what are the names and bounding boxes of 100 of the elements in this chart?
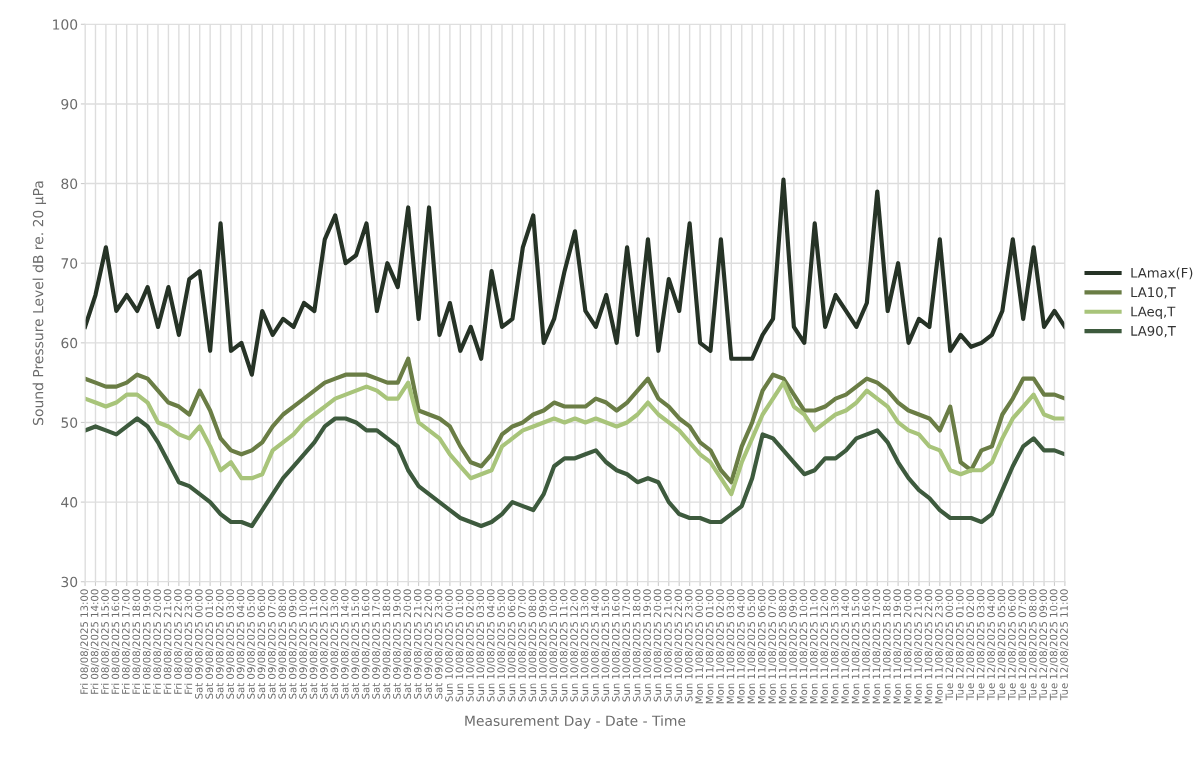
x-tick-label: Sun 10/08/2025 04:00 [486,589,496,702]
legend-label: LAmax(F) [1131,267,1193,280]
x-tick-label: Mon 11/08/2025 06:00 [757,589,767,704]
x-tick-label: Sat 09/08/2025 08:00 [278,589,287,699]
x-tick-label: Mon 11/08/2025 03:00 [726,589,736,704]
x-tick-label: Mon 11/08/2025 21:00 [914,589,923,704]
x-tick-label: Fri 08/08/2025 22:00 [173,589,183,694]
x-tick-label: Mon 11/08/2025 04:00 [737,589,746,704]
x-tick-label: Tue 12/08/2025 05:00 [997,589,1007,701]
y-axis-title: Sound Pressure Level dB re. 20 µPa [32,181,47,425]
x-tick-label: Sat 09/08/2025 07:00 [267,589,277,699]
x-tick-label: Sat 09/08/2025 03:00 [226,589,235,699]
x-tick-label: Sun 10/08/2025 23:00 [684,589,694,702]
x-tick-label: Tue 12/08/2025 11:00 [1060,589,1069,701]
x-tick-label: Sun 10/08/2025 02:00 [466,589,475,702]
x-tick-label: Sat 09/08/2025 18:00 [382,589,392,699]
line-series [85,416,1065,529]
x-tick-label: Mon 11/08/2025 01:00 [705,589,715,704]
line-series [85,356,1065,485]
x-tick-label: Sat 09/08/2025 14:00 [340,589,350,699]
x-tick-label: Sun 10/08/2025 03:00 [476,589,485,702]
x-tick-label: Sun 10/08/2025 08:00 [528,589,538,702]
x-tick-label: Sun 10/08/2025 07:00 [518,589,527,702]
x-tick-label: Sun 10/08/2025 14:00 [591,589,600,702]
x-tick-label: Sat 09/08/2025 16:00 [361,589,371,699]
x-tick-label: Sun 10/08/2025 10:00 [549,589,558,702]
x-tick-label: Sat 09/08/2025 17:00 [372,589,381,699]
y-tick-label: 30 [61,576,78,588]
x-tick-label: Mon 11/08/2025 15:00 [851,589,861,704]
x-tick-label: Sat 09/08/2025 21:00 [413,589,423,699]
x-tick-label: Mon 11/08/2025 09:00 [789,589,798,704]
x-tick-label: Sat 09/08/2025 06:00 [257,589,266,699]
x-tick-label: Sat 09/08/2025 22:00 [424,589,433,699]
x-tick-label: Sun 10/08/2025 18:00 [632,589,642,702]
x-tick-label: Tue 12/08/2025 04:00 [987,589,996,701]
x-tick-label: Fri 08/08/2025 13:00 [80,589,89,694]
x-tick-label: Sat 09/08/2025 11:00 [309,589,319,699]
x-tick-label: Mon 11/08/2025 14:00 [841,589,850,704]
x-tick-label: Sun 10/08/2025 05:00 [497,589,506,702]
x-tick-label: Fri 08/08/2025 18:00 [132,589,141,694]
x-tick-label: Sun 10/08/2025 06:00 [507,589,517,702]
x-tick-label: Fri 08/08/2025 23:00 [184,589,194,694]
x-tick-label: Sat 09/08/2025 00:00 [194,589,204,699]
x-tick-label: Tue 12/08/2025 01:00 [955,589,965,701]
x-tick-label: Mon 11/08/2025 19:00 [893,589,902,704]
x-tick-label: Sat 09/08/2025 20:00 [403,589,412,699]
y-tick-label: 100 [53,19,78,30]
x-tick-label: Mon 11/08/2025 07:00 [768,589,777,704]
x-tick-label: Fri 08/08/2025 19:00 [142,589,152,694]
x-tick-label: Fri 08/08/2025 17:00 [121,589,131,694]
x-tick-label: Tue 12/08/2025 06:00 [1008,589,1017,701]
y-tick-label: 40 [61,497,78,508]
x-tick-label: Fri 08/08/2025 21:00 [163,589,173,694]
x-axis-title: Measurement Day - Date - Time [465,715,686,729]
x-tick-label: Sun 10/08/2025 12:00 [570,589,579,702]
x-tick-label: Sat 09/08/2025 05:00 [247,589,256,699]
x-tick-label: Mon 11/08/2025 11:00 [810,589,819,704]
legend-label: LA90,T [1131,325,1176,338]
x-tick-label: Sat 09/08/2025 04:00 [236,589,246,699]
x-tick-label: Mon 11/08/2025 00:00 [695,589,704,704]
x-tick-label: Tue 12/08/2025 09:00 [1039,589,1048,701]
x-tick-label: Sat 09/08/2025 09:00 [288,589,298,699]
x-tick-label: Mon 11/08/2025 05:00 [747,589,756,704]
x-tick-label: Sun 10/08/2025 09:00 [538,589,548,702]
x-tick-label: Sun 10/08/2025 16:00 [611,589,621,702]
x-tick-label: Mon 11/08/2025 12:00 [820,589,829,704]
x-tick-label: Fri 08/08/2025 16:00 [111,589,121,694]
x-tick-label: Sun 10/08/2025 01:00 [455,589,465,702]
x-tick-label: Tue 12/08/2025 10:00 [1049,589,1059,701]
line-series [85,380,1065,497]
x-tick-label: Sat 09/08/2025 13:00 [330,589,339,699]
legend-label: LAeq,T [1131,306,1176,320]
x-tick-label: Tue 12/08/2025 00:00 [945,589,954,701]
x-tick-label: Mon 11/08/2025 10:00 [799,589,809,704]
x-tick-label: Sat 09/08/2025 10:00 [299,589,308,699]
x-tick-label: Tue 12/08/2025 03:00 [976,589,986,701]
x-tick-label: Sun 10/08/2025 19:00 [643,589,652,702]
y-tick-label: 60 [61,337,78,349]
x-tick-label: Tue 12/08/2025 07:00 [1018,589,1027,701]
legend-label: LA10,T [1131,287,1176,299]
x-tick-label: Sun 10/08/2025 15:00 [601,589,610,702]
x-tick-label: Tue 12/08/2025 08:00 [1028,589,1038,701]
x-tick-label: Mon 11/08/2025 22:00 [924,589,934,704]
x-tick-label: Mon 11/08/2025 13:00 [830,589,840,704]
x-tick-label: Fri 08/08/2025 15:00 [100,589,110,694]
x-tick-label: Sat 09/08/2025 19:00 [393,589,402,699]
y-tick-label: 90 [61,98,78,110]
x-tick-label: Mon 11/08/2025 08:00 [778,589,788,704]
x-tick-label: Sun 10/08/2025 22:00 [674,589,683,702]
x-tick-label: Sun 10/08/2025 20:00 [653,589,663,702]
x-tick-label: Mon 11/08/2025 23:00 [935,589,944,704]
line-series [85,177,1065,377]
x-tick-label: Sat 09/08/2025 15:00 [351,589,360,699]
x-tick-label: Sun 10/08/2025 17:00 [622,589,631,702]
x-tick-label: Sat 09/08/2025 12:00 [320,589,329,699]
x-tick-label: Fri 08/08/2025 14:00 [90,589,100,694]
x-tick-label: Sun 10/08/2025 21:00 [664,589,673,702]
x-tick-label: Sun 10/08/2025 00:00 [445,589,454,702]
x-tick-label: Mon 11/08/2025 02:00 [716,589,725,704]
x-tick-label: Mon 11/08/2025 18:00 [882,589,892,704]
